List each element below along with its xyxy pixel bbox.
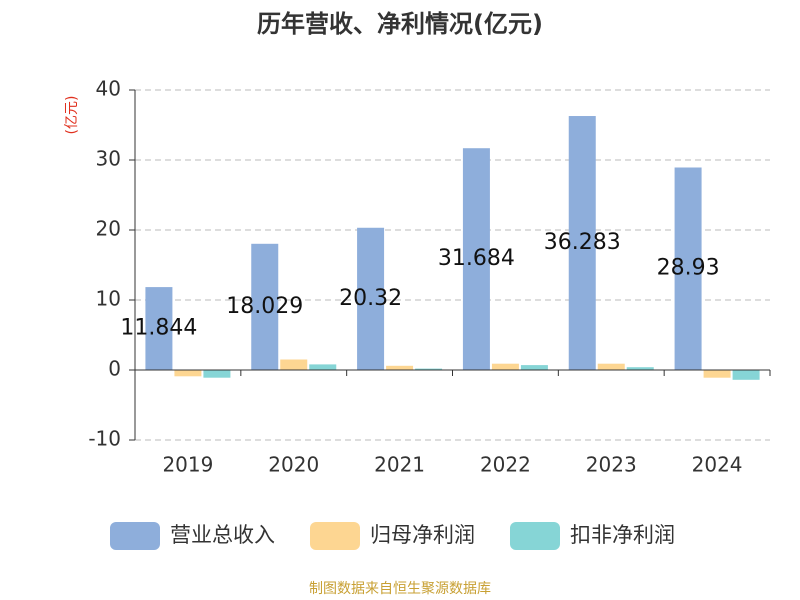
bar [462,148,490,370]
bar [703,370,731,378]
bar [174,370,202,377]
legend-swatch [310,522,360,550]
bar [568,116,596,370]
bar [491,363,519,370]
bar [674,167,702,370]
source: 制图数据来自恒生聚源数据库 [309,581,491,597]
legend-swatch [110,522,160,550]
bar [251,243,279,370]
data-label: 31.684 [438,246,515,271]
bar [626,367,654,370]
y-tick-label: -10 [88,427,121,451]
x-tick-label: 2019 [162,453,213,477]
y-tick-label: 0 [108,357,121,381]
x-tick-label: 2022 [480,453,531,477]
x-tick-label: 2024 [692,453,743,477]
legend-label: 扣非净利润 [570,523,675,547]
y-tick-label: 10 [96,287,121,311]
x-tick-label: 2021 [374,453,425,477]
x-tick-label: 2020 [268,453,319,477]
y-tick-label: 20 [96,217,121,241]
x-tick-label: 2023 [586,453,637,477]
chart-title: 历年营收、净利情况(亿元) [257,10,543,38]
bar [386,365,414,370]
data-label: 20.32 [339,286,402,311]
bar [415,368,443,370]
bar [145,287,173,370]
y-tick-label: 30 [96,147,121,171]
data-label: 18.029 [226,294,303,319]
legend-swatch [510,522,560,550]
bar [357,227,385,370]
bar [732,370,760,380]
data-label: 28.93 [657,256,720,281]
bar [280,359,308,370]
bar [597,363,625,370]
data-label: 36.283 [544,230,621,255]
bar [309,364,337,370]
y-axis-label: (亿元) [64,96,80,135]
data-label: 11.844 [120,316,197,341]
y-tick-label: 40 [96,77,121,101]
legend-label: 营业总收入 [170,523,275,547]
legend-label: 归母净利润 [370,523,475,547]
bar [520,365,548,370]
bar [203,370,231,378]
